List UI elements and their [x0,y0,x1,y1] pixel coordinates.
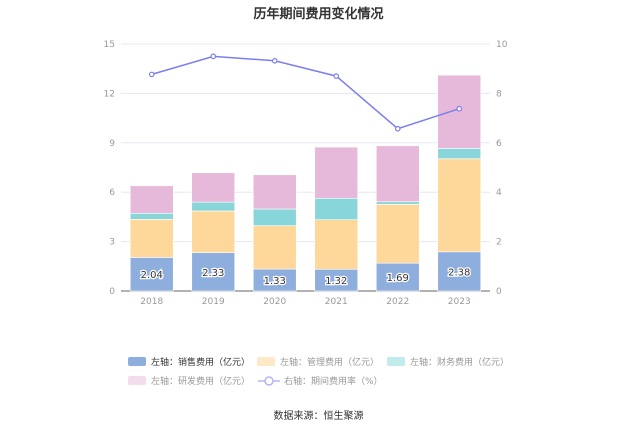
bar-segment-2 [375,201,420,205]
legend-item-sales[interactable]: 左轴：销售费用（亿元） [128,355,250,368]
left-axis-tick-label: 6 [109,188,115,198]
x-axis-tick-label: 2018 [140,297,163,307]
bar-segment-3 [437,74,482,149]
left-axis-tick-label: 9 [109,139,115,149]
rate-point [394,125,401,132]
bar-segment-3 [314,146,359,199]
bar-segment-3 [191,172,236,203]
right-axis-tick-label: 8 [496,89,502,99]
bar-segment-1 [437,158,482,253]
bar-segment-0 [437,251,482,292]
bar-segment-0 [191,252,236,292]
x-axis-tick-label: 2023 [448,297,471,307]
x-axis-tick-label: 2019 [202,297,225,307]
rate-point [210,53,217,60]
bar-segment-1 [314,219,359,270]
bar-data-label: 2.04 [141,270,163,281]
bar-segment-1 [252,225,297,270]
bar-data-label: 2.33 [202,268,224,279]
x-axis-tick-label: 2020 [263,297,286,307]
legend-swatch [128,357,146,366]
legend-swatch [387,357,405,366]
right-axis-tick-label: 6 [496,139,502,149]
legend-label: 左轴：财务费用（亿元） [410,358,510,368]
x-axis-tick-label: 2022 [386,297,409,307]
legend-swatch [128,376,146,385]
bar-segment-1 [129,219,174,258]
rate-point [271,57,278,64]
bar-segment-1 [191,210,236,253]
bar-segment-2 [252,208,297,226]
line-marker-icon [258,375,280,386]
legend-swatch [257,357,275,366]
left-axis-tick-label: 15 [104,40,115,50]
legend-item-admin[interactable]: 左轴：管理费用（亿元） [257,355,379,368]
bar-data-label: 2.38 [448,267,470,278]
right-axis-tick-label: 4 [496,188,502,198]
bar-segment-3 [375,145,420,203]
bar-segment-1 [375,204,420,264]
bar-segment-3 [129,185,174,214]
legend-label: 左轴：销售费用（亿元） [151,358,251,368]
right-axis-tick-label: 2 [496,238,502,248]
bar-segment-2 [437,148,482,160]
rate-point [456,105,463,112]
chart-title: 历年期间费用变化情况 [253,7,384,22]
bar-data-label: 1.69 [387,273,409,284]
bar-data-label: 1.32 [325,276,347,287]
left-axis-tick-label: 12 [104,89,115,99]
legend-label: 左轴：研发费用（亿元） [151,377,251,387]
bar-segment-3 [252,174,297,210]
left-axis-tick-label: 0 [109,287,115,297]
bar-segment-2 [314,197,359,220]
legend-label: 右轴：期间费用率（%） [284,377,383,387]
x-axis-tick-label: 2021 [325,297,348,307]
legend-item-rate[interactable]: 右轴：期间费用率（%） [258,374,383,387]
legend-item-rd[interactable]: 左轴：研发费用（亿元） [128,374,250,387]
rate-point [148,71,155,78]
bar-segment-2 [191,201,236,212]
rate-line [151,55,460,130]
data-source: 数据来源：恒生聚源 [273,411,364,422]
bar-data-label: 1.33 [264,276,286,287]
rate-point [333,73,340,79]
bar-segment-2 [129,212,174,220]
left-axis-tick-label: 3 [109,238,115,248]
right-axis-tick-label: 10 [496,40,508,50]
legend-label: 左轴：管理费用（亿元） [280,358,380,368]
right-axis-tick-label: 0 [496,287,502,297]
legend-item-finance[interactable]: 左轴：财务费用（亿元） [387,355,509,368]
